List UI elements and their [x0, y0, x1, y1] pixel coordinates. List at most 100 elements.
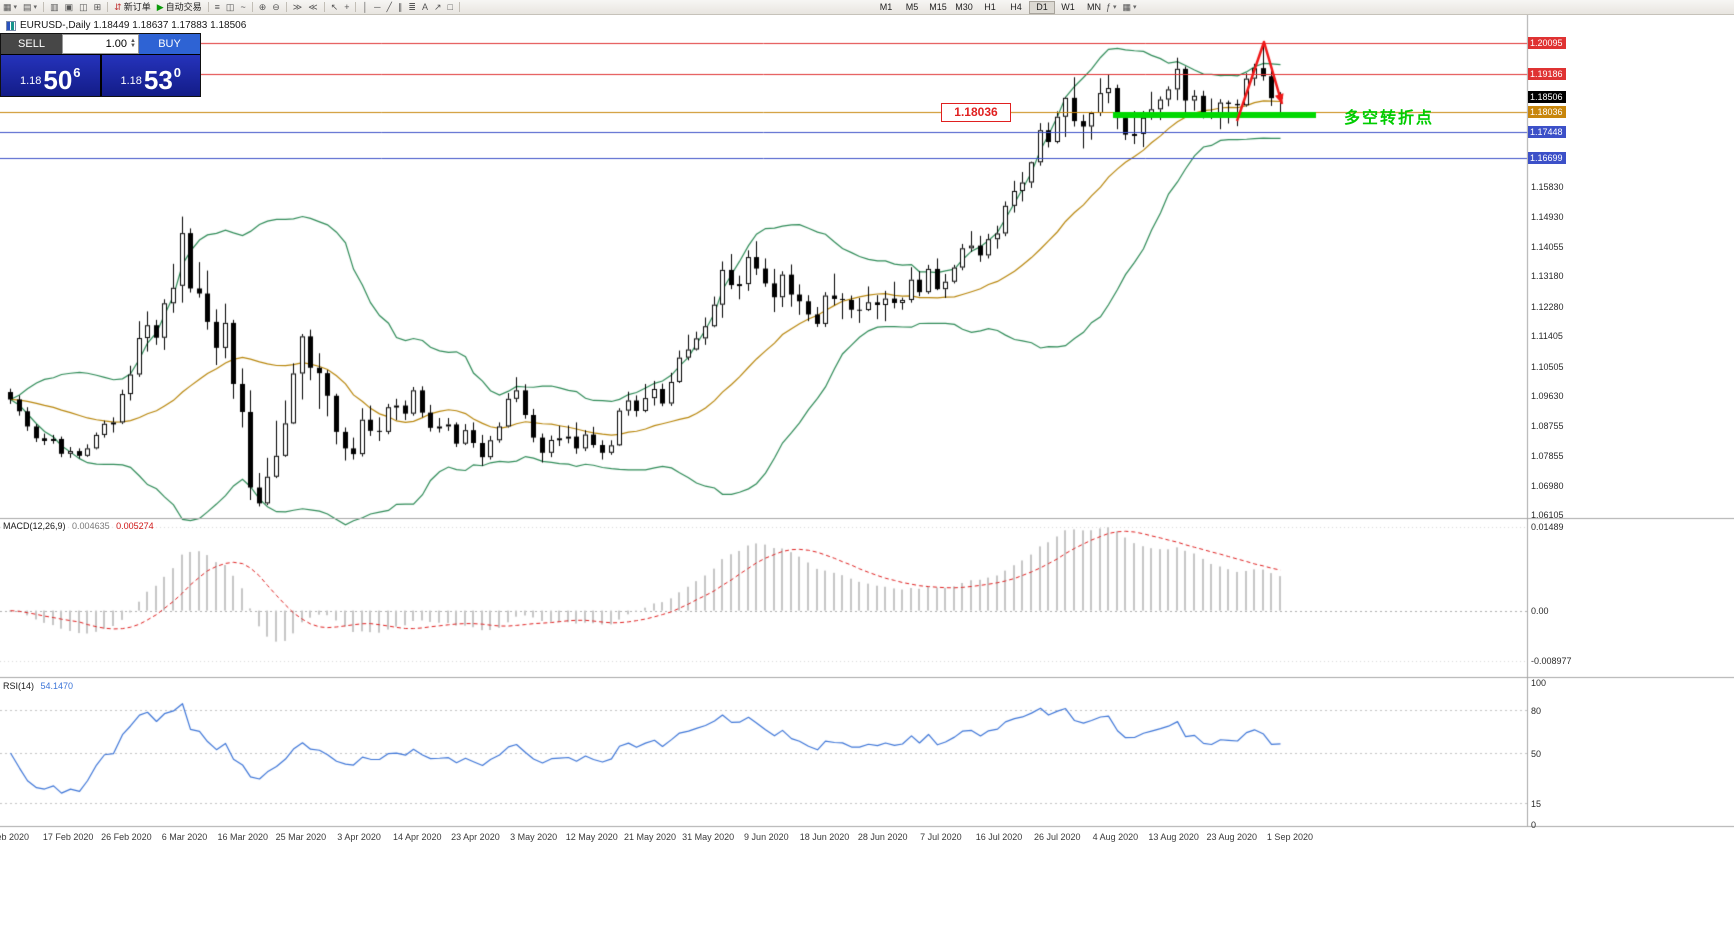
auto-scroll-button[interactable]: ≫ — [290, 1, 305, 14]
ask-prefix: 1.18 — [120, 75, 142, 87]
zoom-out-button[interactable]: ⊖ — [269, 1, 283, 14]
chart-shift-button[interactable]: ≪ — [305, 1, 320, 14]
one-click-trading-panel: SELL 1.00 ▲ ▼ BUY 1.18 50 6 1.18 53 0 — [0, 33, 201, 97]
toolbar-separator — [43, 2, 45, 12]
ask-pip-digit: 0 — [173, 65, 182, 80]
timeframe-m5[interactable]: M5 — [899, 1, 925, 14]
toolbar-separator — [285, 2, 287, 12]
zoom-out-icon: ⊖ — [272, 1, 280, 12]
chart-shift-icon: ≪ — [308, 1, 318, 12]
toolbar-group: ƒ ▾ ▦ ▾ — [1103, 0, 1140, 14]
arrows-tool-icon: ↗ — [433, 1, 442, 12]
candlestick-chart-button[interactable]: ◫ — [223, 1, 238, 14]
timeframe-m15[interactable]: M15 — [925, 1, 951, 14]
market-watch-button[interactable]: ▥ — [47, 1, 62, 14]
trade-panel-buttons: 1.18 50 6 1.18 53 0 — [1, 54, 200, 96]
toolbar-group: ▦ ▾ ▤ ▾ — [0, 0, 40, 14]
new-order-button[interactable]: ⇵ 新订单 — [111, 1, 154, 14]
volume-spinner[interactable]: ▲ ▼ — [130, 38, 136, 49]
text-tool-icon: A — [421, 1, 428, 12]
toolbar-group: ⇵ 新订单 ▶ 自动交易 — [111, 0, 205, 14]
sell-header[interactable]: SELL — [1, 34, 62, 54]
buy-button[interactable]: 1.18 53 0 — [101, 55, 200, 96]
new-order-button-label: 新订单 — [123, 1, 151, 12]
timeframe-h1[interactable]: H1 — [977, 1, 1003, 14]
volume-field[interactable]: 1.00 ▲ ▼ — [62, 34, 139, 54]
cursor-button[interactable]: ↖ — [328, 1, 342, 14]
toolbar: ▦ ▾ ▤ ▾ ▥ ▣ ◫ ⊞ ⇵ 新订单 ▶ 自动交易 ≡ ◫ ~ ⊕ ⊖ ≫ ≪ ↖ + │ ─ ╱ ∥ ≣ A ↗ □ M1 M5 M1… — [0, 0, 1734, 15]
timeframe-m1[interactable]: M1 — [873, 1, 899, 14]
ask-big-digits: 53 — [143, 64, 173, 95]
templates-icon: ▦ — [1122, 1, 1132, 12]
new-chart-button[interactable]: ▦ ▾ — [0, 1, 20, 14]
timeframe-w1[interactable]: W1 — [1055, 1, 1081, 14]
auto-scroll-icon: ≫ — [292, 1, 303, 12]
terminal-button[interactable]: ⊞ — [91, 1, 105, 14]
fibonacci-icon: ≣ — [408, 1, 416, 12]
fibonacci-button[interactable]: ≣ — [405, 1, 419, 14]
trendline-icon: ╱ — [386, 1, 392, 12]
price-callout[interactable]: 1.18036 — [941, 103, 1011, 122]
trade-panel-header: SELL 1.00 ▲ ▼ BUY — [1, 34, 200, 54]
indicators-button[interactable]: ƒ ▾ — [1103, 1, 1120, 14]
vertical-line-icon: │ — [362, 1, 369, 12]
timeframe-m30[interactable]: M30 — [951, 1, 977, 14]
terminal-icon: ⊞ — [93, 1, 102, 12]
trendline-button[interactable]: ╱ — [383, 1, 394, 14]
autotrading-icon: ▶ — [156, 1, 164, 12]
chart-icon — [6, 20, 16, 31]
timeframe-h4-label: H4 — [1010, 1, 1022, 12]
timeframe-mn-label: MN — [1087, 1, 1101, 12]
toolbar-separator — [458, 2, 460, 12]
shapes-tool-button[interactable]: □ — [445, 1, 456, 14]
arrows-tool-button[interactable]: ↗ — [431, 1, 445, 14]
timeframe-m15-label: M15 — [929, 1, 947, 12]
toolbar-separator — [355, 2, 357, 12]
channel-button[interactable]: ∥ — [395, 1, 406, 14]
timeframe-d1-label: D1 — [1036, 1, 1048, 12]
buy-header[interactable]: BUY — [139, 34, 200, 54]
timeframe-d1[interactable]: D1 — [1029, 0, 1055, 14]
spin-up-icon[interactable]: ▲ — [130, 38, 136, 44]
text-tool-button[interactable]: A — [419, 1, 431, 14]
turning-point-label[interactable]: 多空转折点 — [1344, 110, 1435, 127]
toolbar-separator — [207, 2, 209, 12]
vertical-line-button[interactable]: │ — [359, 1, 371, 14]
indicators-icon: ƒ — [1106, 1, 1112, 12]
horizontal-line-icon: ─ — [374, 1, 381, 12]
spin-down-icon[interactable]: ▼ — [130, 43, 136, 49]
toolbar-group: ≫ ≪ — [290, 0, 321, 14]
dropdown-caret-icon: ▾ — [1133, 3, 1137, 11]
timeframe-m30-label: M30 — [955, 1, 973, 12]
zoom-in-button[interactable]: ⊕ — [256, 1, 270, 14]
toolbar-group: ↖ + — [328, 0, 353, 14]
profiles-icon: ▤ — [23, 1, 32, 12]
dropdown-caret-icon: ▾ — [1113, 3, 1117, 11]
bid-prefix: 1.18 — [19, 75, 42, 87]
bid-big-digits: 50 — [43, 64, 73, 95]
crosshair-button[interactable]: + — [341, 1, 352, 14]
new-order-icon: ⇵ — [114, 1, 122, 12]
zoom-in-icon: ⊕ — [258, 1, 267, 12]
autotrading-button[interactable]: ▶ 自动交易 — [154, 1, 205, 14]
bar-chart-icon: ≡ — [214, 1, 220, 12]
toolbar-group: ⊕ ⊖ — [256, 0, 283, 14]
navigator-button[interactable]: ◫ — [76, 1, 91, 14]
horizontal-line-button[interactable]: ─ — [371, 1, 383, 14]
channel-icon: ∥ — [397, 1, 403, 12]
market-watch-icon: ▥ — [50, 1, 59, 12]
sell-button[interactable]: 1.18 50 6 — [1, 55, 100, 96]
line-chart-button[interactable]: ~ — [237, 1, 248, 14]
data-window-button[interactable]: ▣ — [62, 1, 77, 14]
dropdown-caret-icon: ▾ — [33, 3, 38, 11]
profiles-button[interactable]: ▤ ▾ — [20, 1, 40, 14]
volume-value[interactable]: 1.00 — [105, 38, 128, 50]
toolbar-separator — [107, 2, 109, 12]
chart-title: EURUSD-,Daily 1.18449 1.18637 1.17883 1.… — [20, 20, 247, 31]
timeframe-mn[interactable]: MN — [1081, 1, 1107, 14]
timeframe-h4[interactable]: H4 — [1003, 1, 1029, 14]
templates-button[interactable]: ▦ ▾ — [1120, 1, 1140, 14]
bar-chart-button[interactable]: ≡ — [212, 1, 223, 14]
